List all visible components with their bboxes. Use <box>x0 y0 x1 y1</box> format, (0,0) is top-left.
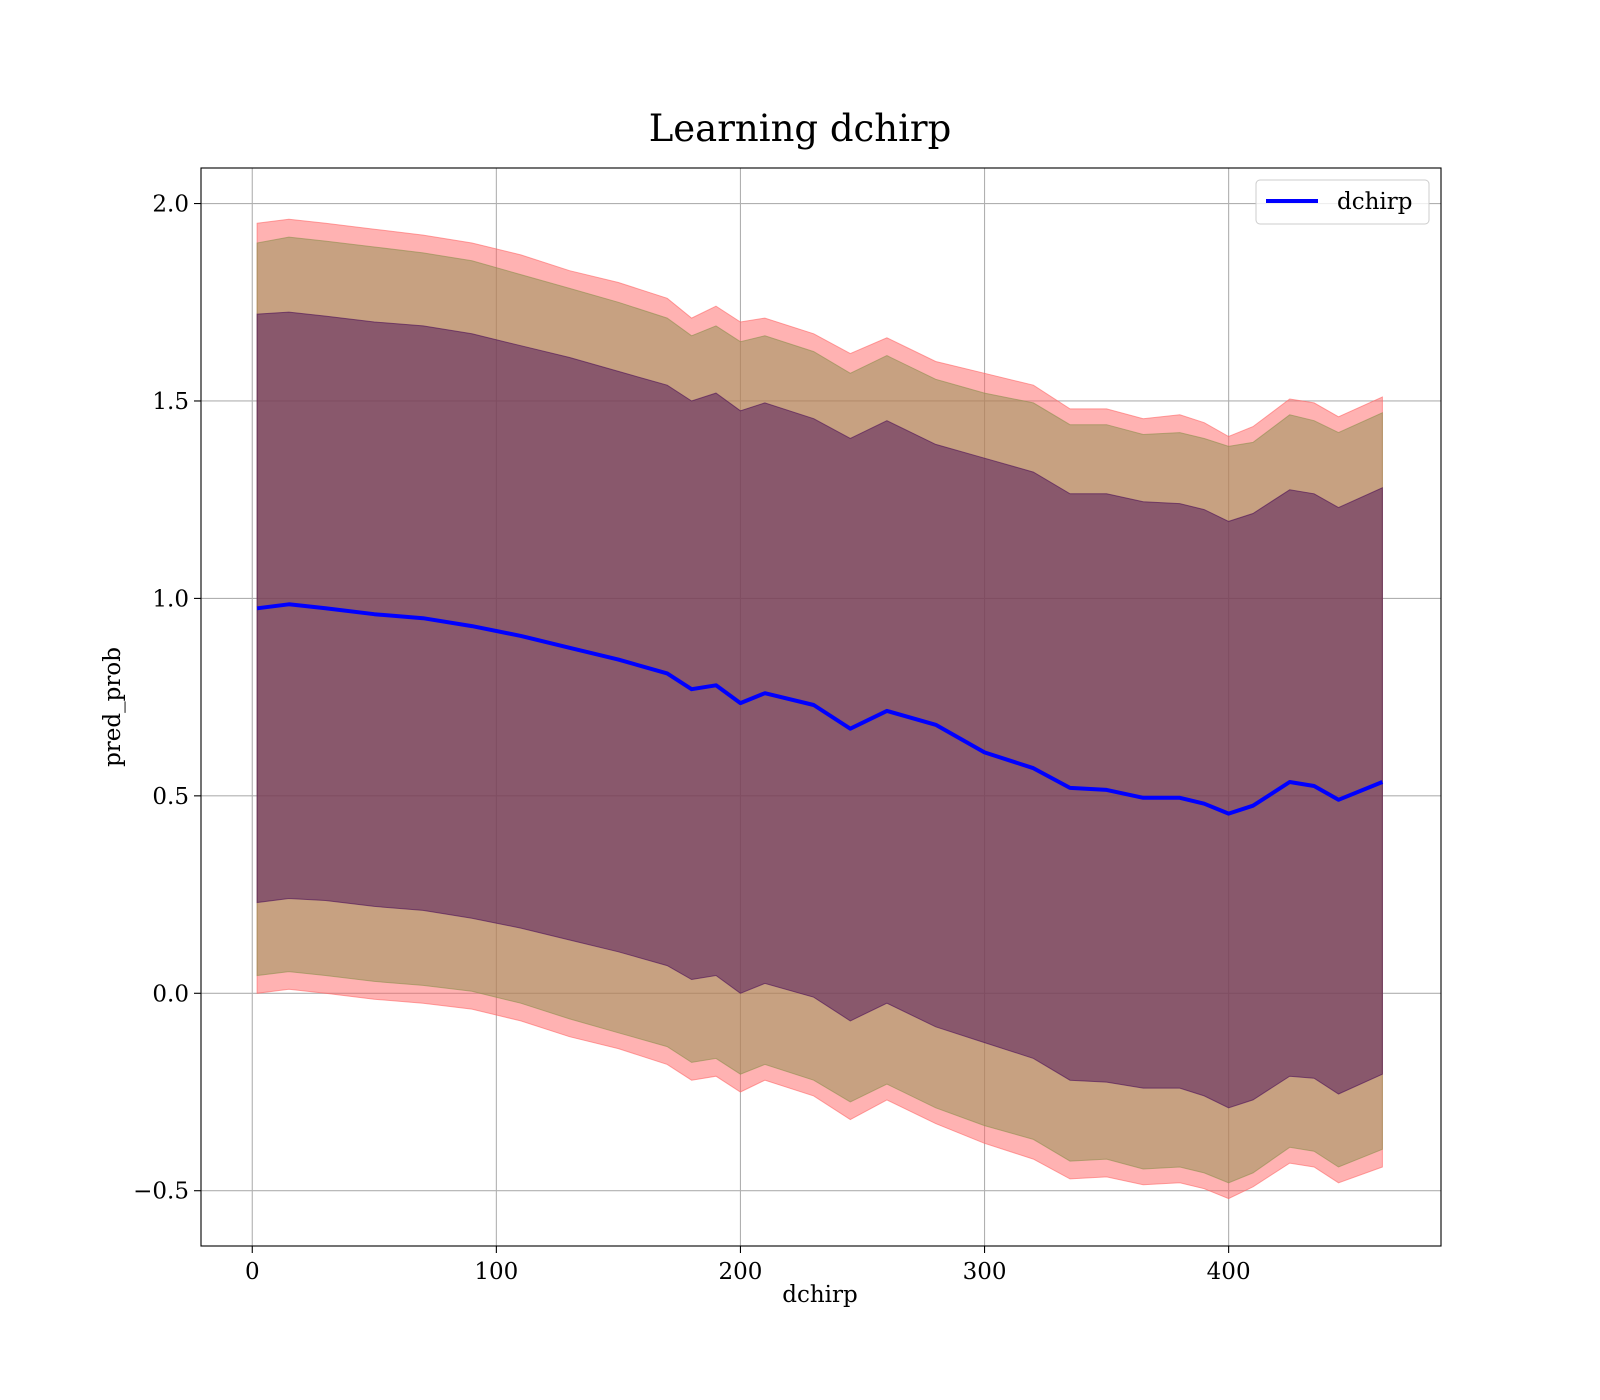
y-axis-label: pred_prob <box>100 647 126 767</box>
x-tick-label: 200 <box>718 1259 762 1285</box>
y-tick-label: 0.0 <box>152 981 189 1007</box>
x-tick-label: 300 <box>963 1259 1007 1285</box>
x-tick-label: 100 <box>474 1259 518 1285</box>
legend-box <box>1255 179 1430 225</box>
x-tick-label: 400 <box>1207 1259 1251 1285</box>
plot-area <box>194 167 1442 1253</box>
x-tick-label: 0 <box>245 1259 260 1285</box>
y-tick-label: 1.5 <box>152 389 189 415</box>
x-axis-label: dchirp <box>782 1282 858 1308</box>
legend: dchirp <box>1255 179 1430 225</box>
chart-title: Learning dchirp <box>649 107 952 150</box>
axis-ticks <box>194 202 1230 1253</box>
y-tick-label: 0.5 <box>152 784 189 810</box>
series-line-dchirp <box>256 602 1384 816</box>
series-lines <box>256 602 1384 816</box>
plot-frame <box>200 167 1442 1247</box>
legend-label-dchirp: dchirp <box>1337 189 1413 215</box>
y-tick-label: 1.0 <box>152 586 189 612</box>
y-tick-label: 2.0 <box>152 192 189 218</box>
y-tick-label: −0.5 <box>133 1179 189 1205</box>
